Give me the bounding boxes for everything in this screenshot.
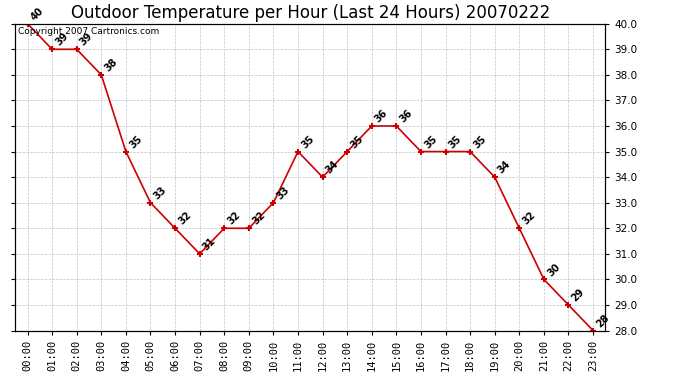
Text: 33: 33	[275, 185, 291, 201]
Text: 35: 35	[299, 134, 316, 150]
Text: 35: 35	[447, 134, 464, 150]
Text: 32: 32	[177, 210, 193, 227]
Text: 39: 39	[78, 31, 95, 48]
Text: 36: 36	[373, 108, 390, 124]
Text: 35: 35	[348, 134, 365, 150]
Text: 30: 30	[545, 261, 562, 278]
Text: 32: 32	[521, 210, 538, 227]
Text: 35: 35	[422, 134, 439, 150]
Text: 38: 38	[103, 57, 119, 74]
Text: 32: 32	[226, 210, 242, 227]
Text: 34: 34	[496, 159, 513, 176]
Text: 31: 31	[201, 236, 217, 252]
Text: 39: 39	[54, 31, 70, 48]
Text: 35: 35	[471, 134, 488, 150]
Title: Outdoor Temperature per Hour (Last 24 Hours) 20070222: Outdoor Temperature per Hour (Last 24 Ho…	[70, 4, 550, 22]
Text: 35: 35	[127, 134, 144, 150]
Text: 36: 36	[397, 108, 415, 124]
Text: 32: 32	[250, 210, 267, 227]
Text: Copyright 2007 Cartronics.com: Copyright 2007 Cartronics.com	[18, 27, 159, 36]
Text: 40: 40	[29, 6, 46, 22]
Text: 33: 33	[152, 185, 168, 201]
Text: 28: 28	[595, 312, 611, 329]
Text: 34: 34	[324, 159, 341, 176]
Text: 29: 29	[570, 287, 586, 304]
